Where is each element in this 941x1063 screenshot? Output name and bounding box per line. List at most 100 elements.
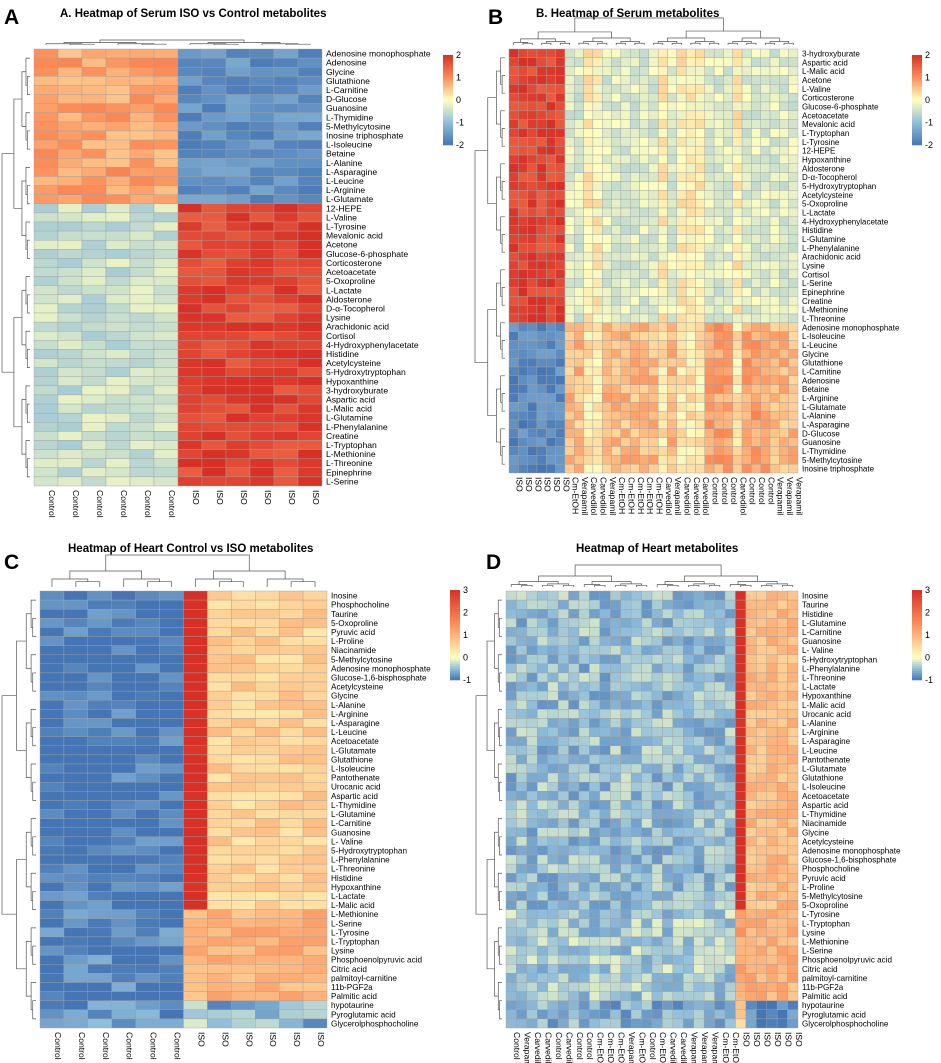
heatmap-cell: [508, 75, 519, 85]
heatmap-cell: [518, 216, 528, 226]
heatmap-cell: [776, 791, 788, 801]
heatmap-cell: [766, 800, 778, 810]
heatmap-cell: [657, 384, 668, 394]
heatmap-cell: [273, 221, 299, 232]
heatmap-cell: [518, 278, 528, 288]
heatmap-cell: [87, 982, 112, 992]
heatmap-cell: [129, 176, 155, 186]
column-label: ISO: [287, 490, 297, 505]
heatmap-cell: [201, 349, 227, 359]
heatmap-cell: [159, 654, 184, 665]
heatmap-cell: [760, 119, 771, 129]
heatmap-cell: [779, 366, 789, 377]
heatmap-cell: [788, 455, 799, 465]
heatmap-cell: [620, 800, 632, 810]
dendrogram-branch: [501, 181, 505, 200]
heatmap-cell: [610, 636, 621, 646]
heatmap-cell: [555, 260, 566, 271]
heatmap-cell: [583, 48, 594, 59]
heatmap-cell: [723, 402, 733, 412]
heatmap-cell: [508, 463, 519, 474]
dendrogram-branch: [21, 399, 26, 455]
heatmap-cell: [105, 194, 131, 204]
column-label: Control: [648, 1032, 658, 1060]
heatmap-cell: [583, 366, 594, 377]
heatmap-cell: [39, 809, 65, 819]
heatmap-cell: [574, 402, 584, 412]
heatmap-cell: [611, 428, 622, 438]
heatmap-cell: [589, 845, 601, 856]
heatmap-cell: [776, 845, 788, 856]
heatmap-cell: [685, 260, 696, 271]
heatmap-cell: [732, 296, 743, 306]
heatmap-cell: [578, 1000, 590, 1010]
heatmap-cell: [63, 718, 89, 728]
heatmap-cell: [201, 167, 227, 177]
heatmap-cell: [787, 809, 799, 819]
heatmap-cell: [620, 891, 632, 901]
heatmap-cell: [760, 269, 771, 279]
heatmap-cell: [629, 269, 640, 279]
heatmap-cell: [578, 618, 590, 628]
heatmap-cell: [713, 207, 724, 218]
heatmap-cell: [683, 1009, 694, 1020]
heatmap-cell: [249, 376, 275, 387]
heatmap-cell: [703, 945, 715, 956]
heatmap-cell: [672, 845, 684, 856]
heatmap-cell: [526, 954, 538, 965]
dendrogram-branch: [746, 42, 757, 45]
row-label: Epinephrine: [326, 467, 372, 477]
heatmap-cell: [547, 945, 559, 956]
heatmap-cell: [672, 672, 684, 683]
heatmap-cell: [177, 312, 203, 323]
heatmap-cell: [639, 393, 650, 403]
heatmap-cell: [599, 745, 611, 756]
column-label: Control: [757, 477, 767, 505]
heatmap-cell: [693, 918, 705, 929]
heatmap-cell: [111, 973, 136, 983]
heatmap-cell: [273, 121, 299, 132]
heatmap-cell: [555, 216, 566, 226]
heatmap-cell: [779, 110, 789, 120]
heatmap-cell: [225, 276, 251, 286]
heatmap-cell: [667, 437, 677, 447]
heatmap-cell: [527, 234, 538, 244]
heatmap-cell: [508, 234, 519, 244]
heatmap-cell: [568, 763, 580, 774]
legend-gradient-step: [912, 664, 922, 667]
heatmap-cell: [693, 736, 705, 746]
heatmap-cell: [611, 48, 622, 59]
heatmap-cell: [231, 618, 256, 628]
heatmap-cell: [693, 627, 705, 637]
heatmap-cell: [769, 48, 780, 59]
heatmap-cell: [302, 681, 328, 692]
heatmap-cell: [620, 945, 632, 956]
heatmap-cell: [177, 331, 203, 341]
heatmap-cell: [207, 745, 232, 756]
column-label: ISO: [752, 1032, 762, 1047]
dendrogram-branch: [741, 37, 780, 42]
column-label: Cm-EtOH: [617, 477, 627, 514]
heatmap-cell: [629, 331, 640, 341]
dendrogram-branch: [499, 781, 502, 801]
heatmap-cell: [713, 260, 724, 271]
heatmap-cell: [683, 900, 694, 910]
heatmap-cell: [255, 627, 280, 637]
heatmap-cell: [564, 119, 575, 129]
dendrogram-branch: [21, 289, 26, 346]
heatmap-cell: [302, 1000, 328, 1010]
heatmap-cell: [735, 599, 747, 610]
row-label: L-Thymidine: [802, 447, 847, 456]
heatmap-cell: [693, 854, 705, 865]
heatmap-cell: [751, 269, 761, 279]
heatmap-cell: [651, 645, 663, 655]
heatmap-cell: [159, 599, 184, 610]
heatmap-cell: [555, 198, 566, 209]
heatmap-cell: [611, 57, 622, 67]
heatmap-cell: [779, 119, 789, 129]
heatmap-cell: [599, 718, 611, 728]
heatmap-cell: [602, 57, 612, 67]
legend-gradient-step: [443, 70, 453, 74]
heatmap-cell: [578, 599, 590, 610]
heatmap-cell: [756, 618, 767, 628]
